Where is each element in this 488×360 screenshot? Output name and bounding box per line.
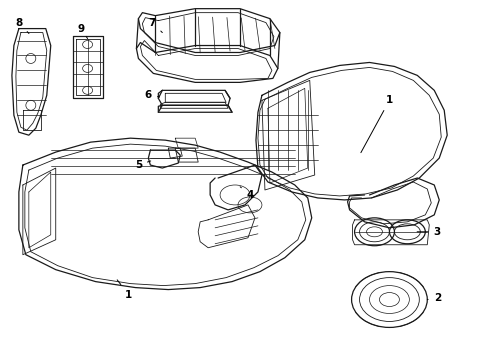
Text: 5: 5 bbox=[135, 160, 150, 170]
Text: 3: 3 bbox=[416, 227, 440, 237]
Text: 6: 6 bbox=[144, 90, 159, 100]
Text: 2: 2 bbox=[427, 293, 440, 302]
Text: 1: 1 bbox=[360, 95, 392, 153]
Text: 1: 1 bbox=[117, 280, 132, 300]
Text: 9: 9 bbox=[77, 24, 87, 39]
Text: 7: 7 bbox=[148, 18, 162, 32]
Text: 8: 8 bbox=[15, 18, 29, 33]
Text: 4: 4 bbox=[240, 187, 253, 200]
